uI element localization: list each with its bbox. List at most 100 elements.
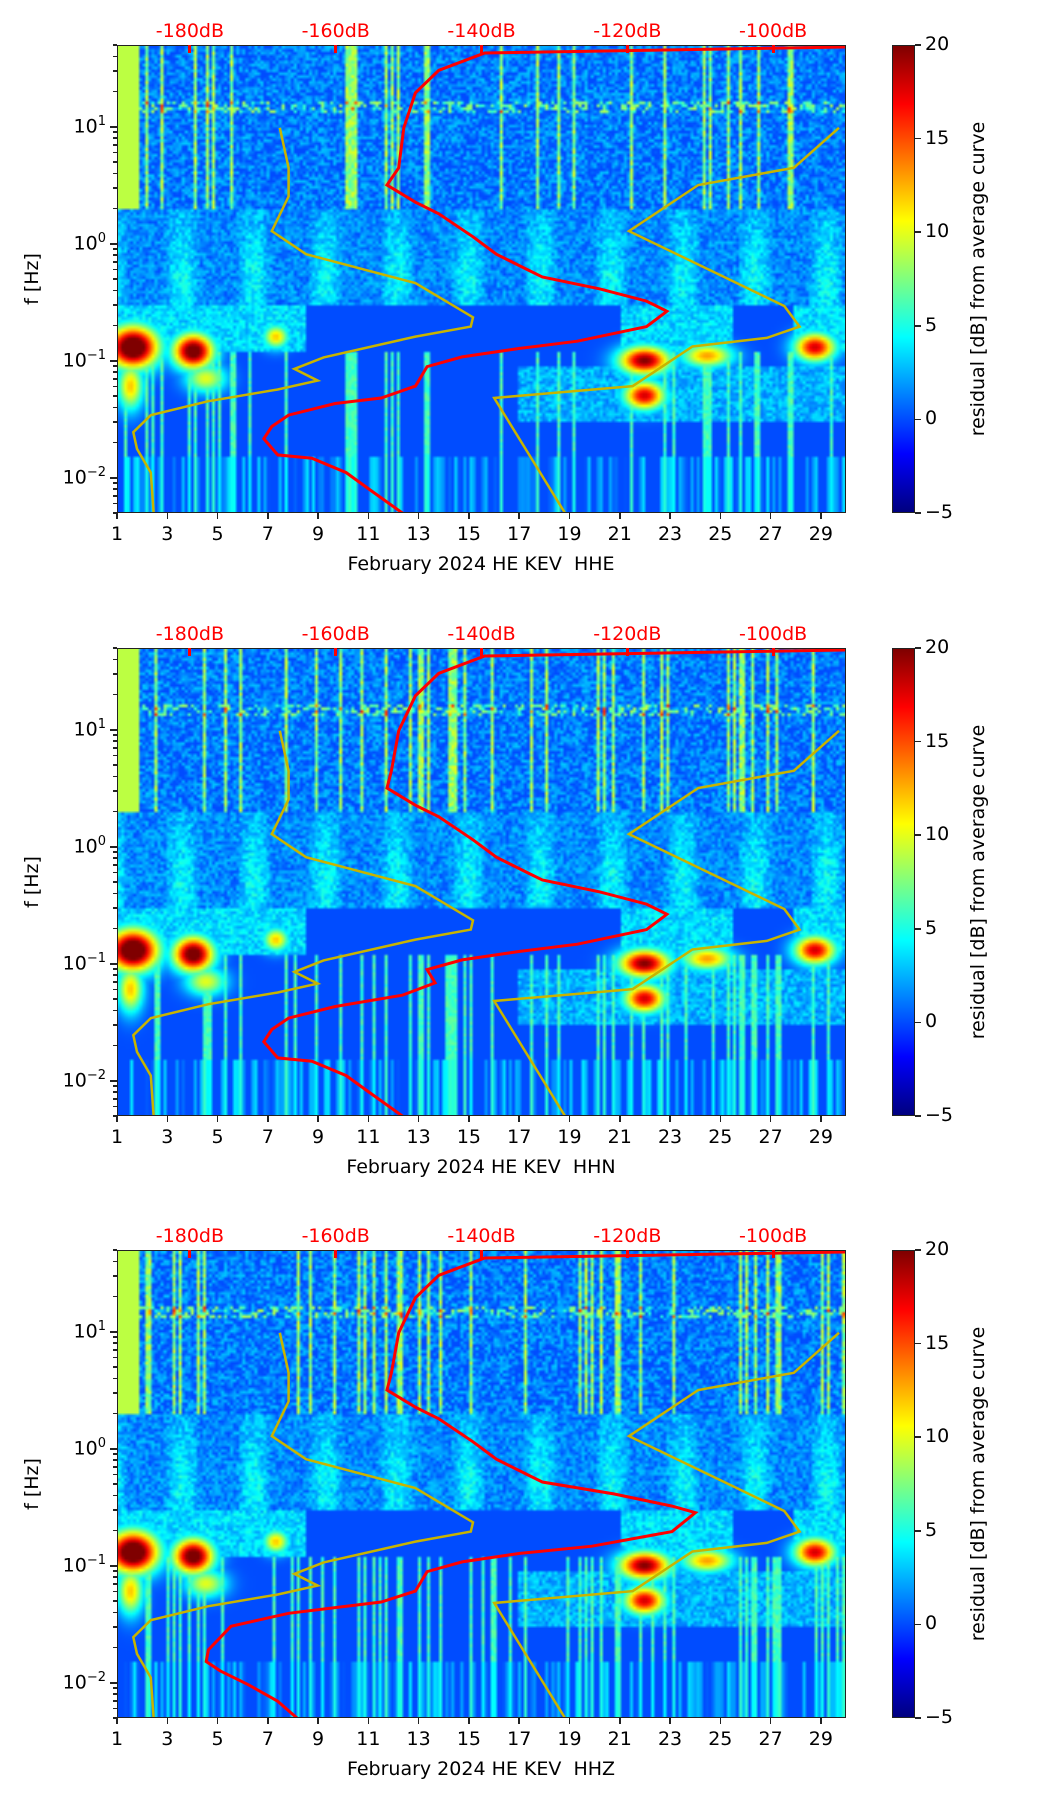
y-minor-tick-mark: [113, 1115, 117, 1117]
colorbar-tick-label: 15: [925, 729, 950, 752]
y-minor-tick-mark: [113, 658, 117, 661]
db-tick-mark: [625, 45, 629, 53]
y-tick-label: 100: [74, 834, 106, 857]
y-minor-tick-mark: [113, 144, 117, 146]
y-minor-tick-mark: [113, 754, 117, 757]
y-minor-tick-mark: [113, 1717, 117, 1719]
x-tick-label: 9: [312, 523, 325, 545]
x-tick-label: 15: [456, 1126, 482, 1148]
y-minor-tick-mark: [113, 1098, 117, 1100]
db-tick-mark: [480, 648, 483, 656]
db-tick-label: -100dB: [738, 623, 808, 645]
x-tick-label: 5: [211, 1126, 224, 1148]
y-minor-tick-mark: [113, 1707, 117, 1710]
x-tick-label: 17: [507, 1728, 532, 1750]
y-minor-tick-mark: [113, 278, 117, 280]
y-minor-tick-mark: [113, 1483, 117, 1485]
x-tick-mark: [267, 513, 269, 519]
colorbar-tick-label: 10: [925, 823, 950, 846]
colorbar-tick-mark: [915, 325, 921, 327]
x-tick-label: 11: [356, 1126, 381, 1148]
x-tick-mark: [820, 513, 822, 519]
y-tick-exponent: −1: [86, 950, 106, 966]
colorbar-tick-mark: [915, 44, 921, 46]
y-tick-mark: [110, 126, 117, 128]
y-tick-base: 10: [73, 1320, 98, 1343]
y-minor-tick-mark: [113, 254, 117, 256]
x-tick-label: 23: [657, 1126, 683, 1148]
x-tick-label: 25: [708, 1728, 733, 1750]
db-tick-mark: [625, 1250, 629, 1258]
y-minor-tick-mark: [113, 1024, 117, 1026]
db-tick-label: -100dB: [738, 20, 808, 42]
x-tick-mark: [116, 513, 118, 519]
x-tick-label: 27: [758, 523, 783, 545]
y-minor-tick-mark: [113, 248, 117, 250]
db-tick-label: -120dB: [593, 20, 662, 42]
y-minor-tick-mark: [113, 207, 117, 210]
x-tick-label: 15: [456, 1728, 482, 1750]
y-tick-label: 10−1: [63, 951, 106, 974]
x-tick-label: 1: [110, 1728, 124, 1750]
db-tick-mark: [188, 45, 192, 53]
y-minor-tick-mark: [113, 1687, 117, 1689]
db-tick-mark: [334, 45, 338, 53]
y-tick-mark: [110, 846, 117, 848]
y-minor-tick-mark: [113, 747, 117, 749]
db-tick-label: -180dB: [155, 623, 224, 645]
y-minor-tick-mark: [113, 1611, 117, 1614]
spectrogram-panel-hhz: 1 3 5 7 9 11 13 15 17 19 21 23 25 27 29 -180dB -160dB -14…: [0, 1205, 1052, 1805]
y-tick-label: 101: [74, 114, 106, 137]
x-tick-mark: [719, 1718, 722, 1724]
x-tick-mark: [619, 513, 621, 519]
y-tick-base: 10: [73, 115, 98, 138]
y-minor-tick-mark: [113, 998, 117, 1000]
db-tick-label: -120dB: [593, 1225, 662, 1247]
x-tick-label: 21: [607, 1728, 632, 1750]
y-tick-mark: [110, 1682, 117, 1684]
x-tick-mark: [116, 1718, 118, 1724]
y-minor-tick-mark: [113, 1091, 117, 1093]
nhnm-curve: [492, 126, 840, 512]
x-tick-label: 7: [261, 523, 274, 545]
y-tick-mark: [110, 1565, 117, 1567]
db-tick-mark: [188, 648, 192, 656]
colorbar-tick-mark: [915, 1623, 921, 1626]
y-minor-tick-mark: [113, 981, 117, 983]
y-minor-tick-mark: [113, 151, 117, 154]
y-tick-label: 101: [74, 1319, 106, 1342]
x-tick-mark: [619, 1718, 621, 1724]
colorbar: [892, 1250, 915, 1718]
colorbar-tick-label: 5: [925, 1518, 938, 1541]
db-tick-label: -140dB: [447, 20, 516, 42]
x-tick-mark: [669, 513, 671, 519]
y-minor-tick-mark: [113, 365, 117, 367]
y-minor-tick-mark: [113, 988, 117, 991]
x-tick-mark: [568, 1116, 571, 1122]
y-minor-tick-mark: [113, 790, 117, 792]
y-minor-tick-mark: [113, 1626, 117, 1628]
db-tick-label: -180dB: [155, 20, 224, 42]
y-minor-tick-mark: [113, 1466, 117, 1468]
x-tick-label: 7: [261, 1728, 274, 1750]
colorbar-tick-label: 15: [925, 1331, 950, 1354]
x-tick-label: 7: [261, 1126, 274, 1148]
x-tick-mark: [166, 1116, 169, 1122]
plot-area: [117, 1250, 846, 1718]
y-minor-tick-mark: [113, 1249, 117, 1251]
y-minor-tick-mark: [113, 734, 117, 736]
x-tick-mark: [166, 513, 169, 519]
psd-curve: [261, 649, 845, 1115]
psd-curve: [261, 46, 845, 512]
x-tick-label: 13: [406, 1728, 431, 1750]
x-tick-mark: [719, 513, 722, 519]
y-minor-tick-mark: [113, 324, 117, 327]
colorbar-tick-mark: [915, 834, 921, 836]
colorbar-tick-label: 15: [925, 126, 950, 149]
colorbar-tick-mark: [915, 231, 921, 233]
y-tick-mark: [110, 360, 117, 362]
x-tick-label: 27: [758, 1126, 783, 1148]
y-minor-tick-mark: [113, 1275, 117, 1277]
x-tick-label: 29: [808, 1728, 833, 1750]
y-minor-tick-mark: [113, 187, 117, 189]
